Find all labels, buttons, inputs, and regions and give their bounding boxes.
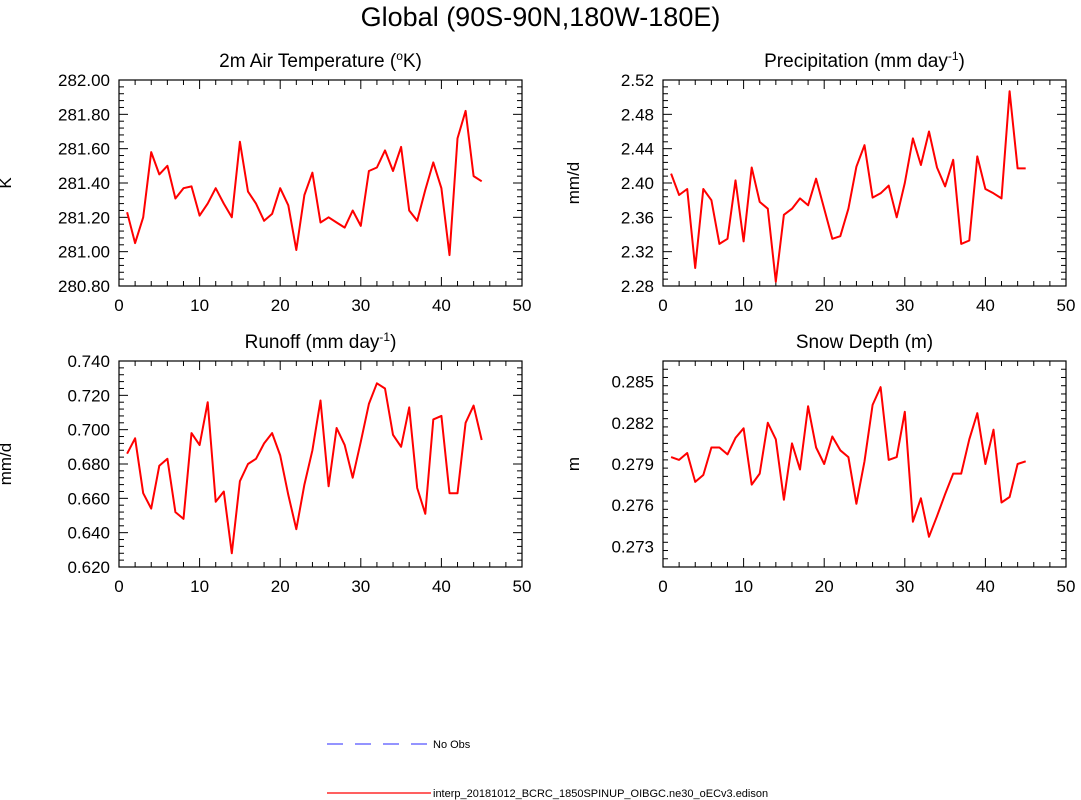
series-line <box>670 386 1027 538</box>
x-tick-label: 40 <box>976 577 995 596</box>
x-tick-label: 10 <box>734 577 753 596</box>
x-tick-label: 50 <box>513 577 532 596</box>
panel-title: Snow Depth (m) <box>796 332 933 353</box>
y-axis-label: m <box>564 457 583 471</box>
y-tick-label: 2.32 <box>621 243 654 262</box>
y-tick-label: 2.48 <box>621 105 654 124</box>
x-tick-label: 30 <box>895 296 914 315</box>
y-tick-label: 281.00 <box>58 243 110 262</box>
y-tick-label: 0.620 <box>67 558 110 577</box>
y-axis-label: mm/d <box>564 162 583 205</box>
y-tick-label: 0.273 <box>611 537 654 556</box>
y-tick-label: 0.660 <box>67 489 110 508</box>
y-tick-label: 0.720 <box>67 386 110 405</box>
y-tick-label: 0.276 <box>611 496 654 515</box>
y-tick-label: 281.60 <box>58 140 110 159</box>
x-tick-label: 20 <box>815 577 834 596</box>
x-tick-label: 20 <box>271 577 290 596</box>
legend-label: No Obs <box>433 739 471 751</box>
y-tick-label: 0.279 <box>611 455 654 474</box>
y-tick-label: 0.680 <box>67 455 110 474</box>
x-tick-label: 40 <box>432 577 451 596</box>
y-axis-label: mm/d <box>0 443 15 486</box>
figure-title: Global (90S-90N,180W-180E) <box>360 2 721 32</box>
x-tick-label: 10 <box>190 577 209 596</box>
x-tick-label: 40 <box>976 296 995 315</box>
panel-title: Runoff (mm day-1) <box>245 330 397 353</box>
series-line <box>126 109 483 257</box>
series-line <box>670 90 1026 283</box>
x-tick-label: 50 <box>1057 577 1076 596</box>
series-line <box>126 382 483 555</box>
x-tick-label: 0 <box>658 296 667 315</box>
x-tick-label: 0 <box>114 296 123 315</box>
x-tick-label: 0 <box>114 577 123 596</box>
panel-title: Precipitation (mm day-1) <box>764 49 965 72</box>
x-tick-label: 50 <box>1057 296 1076 315</box>
y-tick-label: 282.00 <box>58 71 110 90</box>
plot-frame <box>662 360 1067 568</box>
panel-title: 2m Air Temperature (oK) <box>219 49 422 72</box>
x-tick-label: 50 <box>513 296 532 315</box>
legend-label: interp_20181012_BCRC_1850SPINUP_OIBGC.ne… <box>433 788 768 800</box>
y-tick-label: 2.28 <box>621 277 654 296</box>
y-tick-label: 2.36 <box>621 208 654 227</box>
y-tick-label: 2.52 <box>621 71 654 90</box>
x-tick-label: 20 <box>271 296 290 315</box>
x-tick-label: 30 <box>351 296 370 315</box>
x-tick-label: 40 <box>432 296 451 315</box>
y-tick-label: 0.282 <box>611 414 654 433</box>
y-tick-label: 281.40 <box>58 174 110 193</box>
y-tick-label: 0.700 <box>67 421 110 440</box>
y-tick-label: 0.640 <box>67 524 110 543</box>
x-tick-label: 10 <box>190 296 209 315</box>
x-tick-label: 10 <box>734 296 753 315</box>
x-tick-label: 30 <box>895 577 914 596</box>
y-tick-label: 281.80 <box>58 105 110 124</box>
y-tick-label: 280.80 <box>58 277 110 296</box>
y-tick-label: 2.40 <box>621 174 654 193</box>
x-tick-label: 0 <box>658 577 667 596</box>
y-tick-label: 281.20 <box>58 208 110 227</box>
y-tick-label: 0.740 <box>67 352 110 371</box>
y-axis-label: K <box>0 177 15 189</box>
x-tick-label: 20 <box>815 296 834 315</box>
x-tick-label: 30 <box>351 577 370 596</box>
plot-frame <box>118 79 523 287</box>
y-tick-label: 2.44 <box>621 140 654 159</box>
plot-frame <box>662 79 1067 287</box>
y-tick-label: 0.285 <box>611 373 654 392</box>
